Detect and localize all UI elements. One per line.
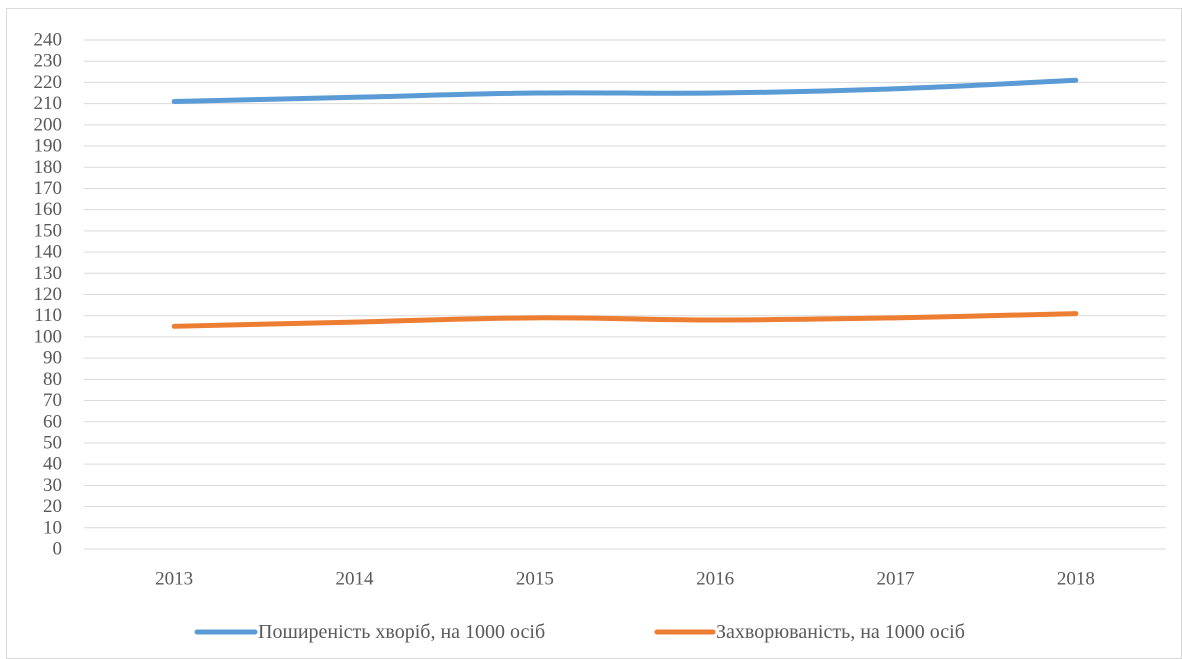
chart-area <box>6 8 1182 659</box>
series-lines <box>171 77 1079 329</box>
series-line-1 <box>171 77 1079 105</box>
x-tick-label-2016: 2016 <box>696 569 734 590</box>
y-tick-label-50: 50 <box>43 432 62 453</box>
y-tick-label-180: 180 <box>34 157 63 178</box>
legend-label-2: Захворюваність, на 1000 осіб <box>716 621 965 643</box>
y-tick-label-40: 40 <box>43 454 62 475</box>
y-tick-label-120: 120 <box>34 284 63 305</box>
y-tick-label-130: 130 <box>34 263 63 284</box>
y-tick-label-0: 0 <box>53 539 63 560</box>
y-tick-label-210: 210 <box>34 93 63 114</box>
y-tick-label-170: 170 <box>34 178 63 199</box>
y-tick-label-150: 150 <box>34 220 63 241</box>
y-tick-label-220: 220 <box>34 72 63 93</box>
y-tick-label-20: 20 <box>43 496 62 517</box>
y-tick-label-100: 100 <box>34 326 63 347</box>
y-tick-label-240: 240 <box>34 30 63 51</box>
y-tick-label-30: 30 <box>43 475 62 496</box>
series-line-2 <box>171 311 1079 329</box>
legend-label-1: Поширеність хворіб, на 1000 осіб <box>258 621 545 643</box>
x-tick-label-2018: 2018 <box>1057 569 1095 590</box>
y-tick-label-200: 200 <box>34 114 63 135</box>
y-tick-label-140: 140 <box>34 242 63 263</box>
x-axis-tick-labels: 2013 2014 2015 2016 2017 2018 <box>155 569 1095 590</box>
y-tick-label-230: 230 <box>34 51 63 72</box>
y-tick-label-70: 70 <box>43 390 62 411</box>
x-tick-label-2014: 2014 <box>336 569 375 590</box>
x-tick-label-2015: 2015 <box>516 569 554 590</box>
y-tick-label-110: 110 <box>34 305 62 326</box>
y-tick-label-160: 160 <box>34 199 63 220</box>
y-tick-label-60: 60 <box>43 411 62 432</box>
y-tick-label-10: 10 <box>43 517 62 538</box>
x-tick-label-2013: 2013 <box>155 569 193 590</box>
y-tick-label-190: 190 <box>34 136 63 157</box>
gridlines <box>84 39 1166 529</box>
y-axis-tick-labels: 0102030405060708090100110120130140150160… <box>34 30 63 560</box>
y-tick-label-90: 90 <box>43 348 62 369</box>
legend: Поширеність хворіб, на 1000 осіб Захворюв… <box>194 621 965 643</box>
y-tick-label-80: 80 <box>43 369 62 390</box>
x-tick-label-2017: 2017 <box>877 569 915 590</box>
